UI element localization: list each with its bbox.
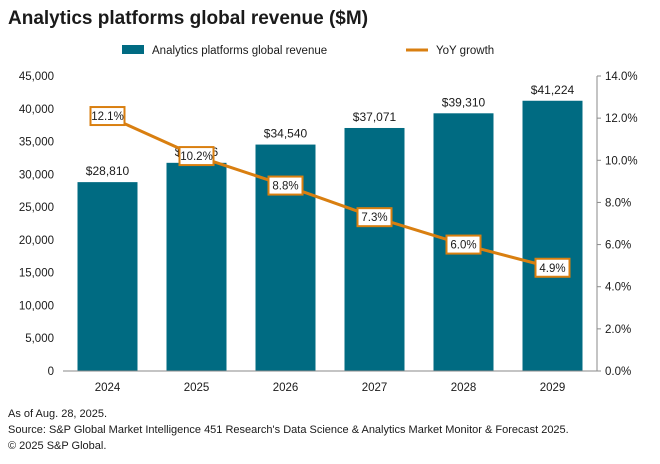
y-left-tick-label: 40,000 <box>19 104 54 116</box>
growth-label-2027: 7.3% <box>361 212 387 224</box>
y-right-tick-label: 0.0% <box>605 366 631 378</box>
y-left-tick-label: 35,000 <box>19 137 54 149</box>
growth-label-box-2027 <box>356 207 393 228</box>
bar-2025 <box>166 162 227 371</box>
bar-2029 <box>522 100 583 371</box>
x-tick-label-2028: 2028 <box>451 382 477 394</box>
growth-label-2029: 4.9% <box>539 263 565 275</box>
y-left-tick-label: 25,000 <box>19 202 54 214</box>
y-right-tick-label: 8.0% <box>605 197 631 209</box>
growth-label-box-2024 <box>89 106 126 127</box>
bar-label-2026: $34,540 <box>264 127 308 141</box>
growth-label-2026: 8.8% <box>272 181 298 193</box>
bar-label-2027: $37,071 <box>353 110 397 124</box>
bar-2024 <box>77 182 138 371</box>
x-tick-label-2029: 2029 <box>540 382 566 394</box>
y-left-tick-label: 10,000 <box>19 300 54 312</box>
growth-label-box-2026 <box>267 175 304 196</box>
copyright-note: © 2025 S&P Global. <box>8 440 107 452</box>
legend-label-growth: YoY growth <box>436 45 494 57</box>
y-left-tick-label: 15,000 <box>19 268 54 280</box>
growth-label-box-2025 <box>178 146 215 167</box>
growth-label-2028: 6.0% <box>450 240 476 252</box>
footer-notes: As of Aug. 28, 2025. Source: S&P Global … <box>8 406 569 454</box>
y-left-tick-label: 5,000 <box>25 333 54 345</box>
growth-label-box-2029 <box>534 257 571 278</box>
source-note: Source: S&P Global Market Intelligence 4… <box>8 424 569 436</box>
y-right-tick-label: 4.0% <box>605 282 631 294</box>
growth-label-box-2028 <box>445 234 482 255</box>
x-tick-label-2026: 2026 <box>273 382 299 394</box>
legend-label-revenue: Analytics platforms global revenue <box>152 45 327 57</box>
bar-label-2028: $39,310 <box>442 95 486 109</box>
bar-2027 <box>344 127 405 371</box>
growth-label-2024: 12.1% <box>91 111 124 123</box>
y-right-tick-label: 2.0% <box>605 324 631 336</box>
y-right-tick-label: 6.0% <box>605 240 631 252</box>
chart-area: Analytics platforms global revenue YoY gr… <box>19 45 638 394</box>
x-tick-label-2027: 2027 <box>362 382 388 394</box>
chart-title: Analytics platforms global revenue ($M) <box>8 8 369 29</box>
x-tick-label-2024: 2024 <box>95 382 121 394</box>
bar-label-2029: $41,224 <box>531 83 575 97</box>
y-left-tick-label: 45,000 <box>19 71 54 83</box>
y-left-tick-label: 20,000 <box>19 235 54 247</box>
x-tick-label-2025: 2025 <box>184 382 210 394</box>
growth-label-2025: 10.2% <box>180 151 213 163</box>
legend-swatch-revenue <box>122 45 144 54</box>
bar-label-2024: $28,810 <box>86 164 130 178</box>
y-left-tick-label: 0 <box>48 366 54 378</box>
y-right-tick-label: 10.0% <box>605 155 638 167</box>
date-note: As of Aug. 28, 2025. <box>8 408 108 420</box>
y-right-tick-label: 14.0% <box>605 71 638 83</box>
y-right-tick-label: 12.0% <box>605 113 638 125</box>
y-left-tick-label: 30,000 <box>19 169 54 181</box>
